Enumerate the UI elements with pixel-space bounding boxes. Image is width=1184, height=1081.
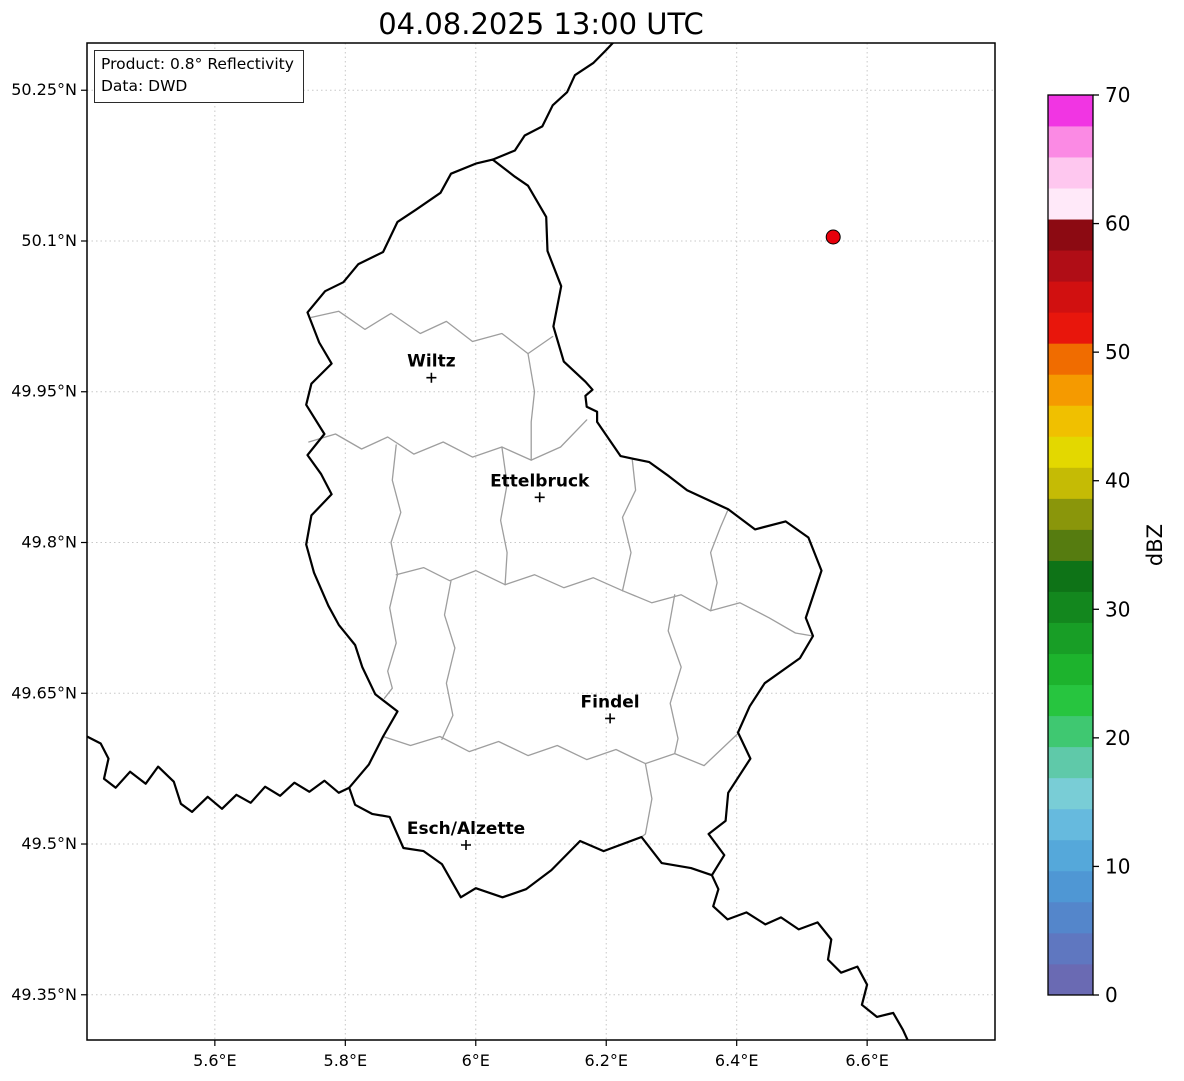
colorbar-segment xyxy=(1048,95,1093,127)
district-border xyxy=(382,732,739,767)
colorbar-unit-label: dBZ xyxy=(1143,524,1167,566)
colorbar-segment xyxy=(1048,157,1093,189)
x-axis-tick-label: 5.6°E xyxy=(193,1051,237,1070)
x-axis-tick-label: 6°E xyxy=(462,1051,490,1070)
colorbar-segment xyxy=(1048,746,1093,779)
colorbar-segment xyxy=(1048,684,1093,717)
colorbar-segment xyxy=(1048,281,1093,313)
colorbar-segment xyxy=(1048,436,1093,468)
district-border xyxy=(441,580,456,741)
country-border xyxy=(491,43,614,161)
colorbar-segment xyxy=(1048,622,1093,655)
colorbar-segment xyxy=(1048,188,1093,220)
colorbar-segment xyxy=(1048,653,1093,686)
map-plot-area: Wiltz Ettelbruck Findel Esch/Alzette xyxy=(87,43,995,1040)
district-border xyxy=(310,310,554,355)
data-source-line: Data: DWD xyxy=(101,77,188,96)
product-line: Product: 0.8° Reflectivity xyxy=(101,55,294,73)
colorbar-segment xyxy=(1048,343,1093,375)
district-border xyxy=(527,352,536,461)
colorbar-segment xyxy=(1048,219,1093,251)
district-border xyxy=(499,446,508,586)
radar-site-dot xyxy=(825,229,841,245)
x-axis-tick-label: 6.2°E xyxy=(584,1051,628,1070)
district-border xyxy=(308,419,588,461)
y-axis-tick-label: 49.95°N xyxy=(11,382,77,401)
city-label: Wiltz xyxy=(407,352,456,372)
x-axis-tick-label: 5.8°E xyxy=(324,1051,368,1070)
y-axis-tick-label: 50.1°N xyxy=(21,231,77,250)
colorbar-segment xyxy=(1048,591,1093,623)
district-border xyxy=(395,566,624,592)
colorbar-tick-label: 70 xyxy=(1105,83,1130,107)
city-label: Ettelbruck xyxy=(490,471,590,491)
colorbar-segment xyxy=(1048,374,1093,406)
colorbar-segment xyxy=(1048,405,1093,437)
colorbar-tick-label: 20 xyxy=(1105,726,1130,750)
colorbar-tick-label: 30 xyxy=(1105,597,1130,621)
city-marker xyxy=(426,372,437,383)
colorbar-segment xyxy=(1048,901,1093,934)
y-axis-tick-label: 49.8°N xyxy=(21,533,77,552)
district-border xyxy=(667,594,682,755)
district-border xyxy=(621,590,814,637)
colorbar-segment xyxy=(1048,126,1093,158)
x-axis-tick-label: 6.4°E xyxy=(715,1051,759,1070)
colorbar-tick-label: 50 xyxy=(1105,340,1130,364)
colorbar-tick-label: 0 xyxy=(1105,983,1118,1007)
product-info-box: Product: 0.8° Reflectivity Data: DWD xyxy=(94,50,304,103)
y-axis-tick-label: 50.25°N xyxy=(11,80,77,99)
city-marker xyxy=(534,492,545,503)
country-border xyxy=(305,158,823,899)
city-marker xyxy=(605,713,616,724)
colorbar-segment xyxy=(1048,963,1093,996)
colorbar-segment xyxy=(1048,839,1093,872)
colorbar-segment xyxy=(1048,560,1093,592)
colorbar-tick-label: 10 xyxy=(1105,854,1130,878)
city-marker xyxy=(461,840,471,850)
colorbar-segment xyxy=(1048,715,1093,748)
y-axis-tick-label: 49.65°N xyxy=(11,683,77,702)
district-border xyxy=(621,459,637,592)
colorbar-segment xyxy=(1048,808,1093,841)
colorbar-segment xyxy=(1048,870,1093,903)
y-axis-tick-label: 49.35°N xyxy=(11,985,77,1004)
country-border xyxy=(710,874,909,1040)
colorbar-tick-label: 40 xyxy=(1105,469,1130,493)
colorbar-segment xyxy=(1048,312,1093,344)
district-border xyxy=(383,444,402,699)
colorbar-frame xyxy=(1047,94,1094,996)
colorbar-segment xyxy=(1048,777,1093,810)
plot-frame xyxy=(86,42,996,1041)
colorbar-tick-label: 60 xyxy=(1105,212,1130,236)
colorbar: 0 10 20 30 40 50 60 70 xyxy=(1047,83,1130,1007)
figure-title: 04.08.2025 13:00 UTC xyxy=(378,7,704,41)
colorbar-segment xyxy=(1048,467,1093,499)
x-axis-tick-label: 6.6°E xyxy=(845,1051,889,1070)
colorbar-segment xyxy=(1048,932,1093,965)
colorbar-segment xyxy=(1048,529,1093,561)
colorbar-segment xyxy=(1048,250,1093,282)
colorbar-segment xyxy=(1048,498,1093,530)
y-axis-tick-label: 49.5°N xyxy=(21,834,77,853)
district-border xyxy=(709,508,729,612)
country-border xyxy=(87,735,351,813)
city-label: Findel xyxy=(581,692,640,712)
city-label: Esch/Alzette xyxy=(407,819,525,839)
district-border xyxy=(640,762,653,838)
